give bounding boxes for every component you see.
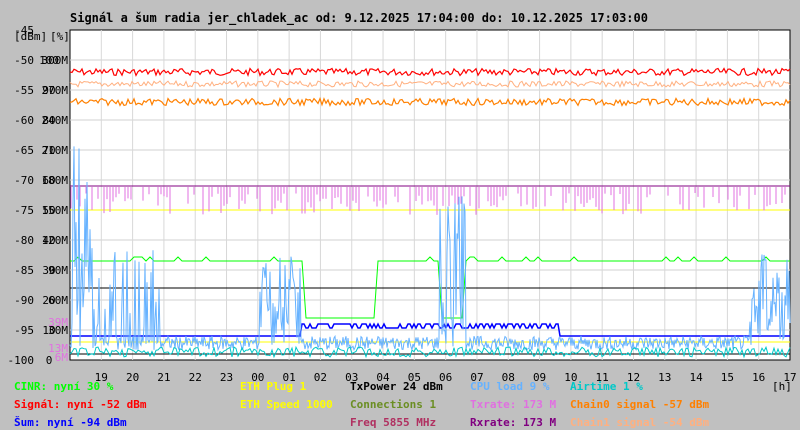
small-rate-label: 39M bbox=[48, 316, 68, 329]
y-tick-pct: 60 bbox=[42, 174, 55, 187]
y-tick-rate: 120M bbox=[42, 234, 69, 247]
y-tick-rate: 270M bbox=[42, 84, 69, 97]
x-tick: 22 bbox=[189, 371, 202, 384]
y-tick-pct: 40 bbox=[42, 234, 55, 247]
legend-entry: CINR: nyní 30 % bbox=[14, 380, 114, 393]
x-tick: 23 bbox=[220, 371, 233, 384]
legend-entry: Chain0 signal -57 dBm bbox=[570, 398, 709, 411]
legend-entry: ETH Plug 1 bbox=[240, 380, 307, 393]
x-tick: 08 bbox=[502, 371, 515, 384]
chain0-signal-line bbox=[69, 96, 791, 107]
y-tick-pct: 70 bbox=[42, 144, 55, 157]
x-axis-unit: [h] bbox=[772, 380, 792, 393]
x-tick: 13 bbox=[658, 371, 671, 384]
x-tick: 14 bbox=[689, 371, 703, 384]
y-tick-dbm: -85 bbox=[14, 264, 34, 277]
x-tick: 15 bbox=[721, 371, 734, 384]
legend-entry: Txrate: 173 M bbox=[470, 398, 556, 411]
y-tick-pct: 80 bbox=[42, 114, 55, 127]
x-tick: 04 bbox=[376, 371, 390, 384]
x-tick: 19 bbox=[95, 371, 108, 384]
legend-entry: Freq 5855 MHz bbox=[350, 416, 436, 429]
y-tick-dbm: -90 bbox=[14, 294, 34, 307]
chain1-signal-line bbox=[69, 79, 791, 89]
x-tick: 06 bbox=[439, 371, 452, 384]
plot-area bbox=[69, 29, 791, 361]
y-tick-rate: 300M bbox=[42, 54, 69, 67]
y-tick-pct: 50 bbox=[42, 204, 55, 217]
airtime-line bbox=[69, 345, 791, 359]
x-tick: 01 bbox=[283, 371, 296, 384]
y-tick-dbm: -95 bbox=[14, 324, 34, 337]
y-tick-pct: 30 bbox=[42, 264, 55, 277]
y-tick-rate: 90M bbox=[48, 264, 68, 277]
x-tick: 21 bbox=[157, 371, 170, 384]
y-axis-header-dbm: [dBm] bbox=[14, 30, 47, 43]
legend-entry: Airtime 1 % bbox=[570, 380, 643, 393]
y-tick-rate: 150M bbox=[42, 204, 69, 217]
legend-entry: Connections 1 bbox=[350, 398, 436, 411]
y-tick-pct: 10 bbox=[42, 324, 55, 337]
y-tick-rate: 60M bbox=[48, 294, 68, 307]
y-tick-pct: 20 bbox=[42, 294, 55, 307]
cinr-line bbox=[70, 256, 790, 319]
small-rate-label: 13M bbox=[48, 342, 68, 355]
legend: CINR: nyní 30 % Signál: nyní -52 dBm Šum: … bbox=[14, 380, 709, 429]
x-tick: 09 bbox=[533, 371, 546, 384]
y-axis-header-pct: [%] bbox=[50, 30, 70, 43]
x-tick: 16 bbox=[752, 371, 765, 384]
small-rate-label: 6M bbox=[55, 351, 69, 364]
y-tick-dbm: -70 bbox=[14, 174, 34, 187]
legend-entry: Signál: nyní -52 dBm bbox=[14, 398, 147, 411]
legend-entry: ETH Speed 1000 bbox=[240, 398, 333, 411]
y-tick-pct: 100 bbox=[39, 54, 59, 67]
y-tick-dbm: -65 bbox=[14, 144, 34, 157]
x-tick: 11 bbox=[596, 371, 609, 384]
y-tick-pct: 0 bbox=[46, 354, 53, 367]
signal-line bbox=[69, 67, 791, 77]
legend-entry: CPU load 9 % bbox=[470, 380, 550, 393]
y-tick-dbm: -50 bbox=[14, 54, 34, 67]
chart-title: Signál a šum radia jer_chladek_ac od: 9.… bbox=[70, 11, 648, 26]
legend-entry: TxPower 24 dBm bbox=[350, 380, 443, 393]
y-tick-rate: 210M bbox=[42, 144, 69, 157]
noise-line bbox=[70, 322, 790, 337]
cpu-load-line bbox=[69, 146, 791, 352]
x-tick: 03 bbox=[345, 371, 358, 384]
x-tick: 00 bbox=[251, 371, 264, 384]
y-tick-rate: 180M bbox=[42, 174, 69, 187]
y-tick-rate: 240M bbox=[42, 114, 69, 127]
x-tick: 12 bbox=[627, 371, 640, 384]
y-tick-dbm: -60 bbox=[14, 114, 34, 127]
y-tick-dbm: -45 bbox=[14, 24, 34, 37]
x-tick: 02 bbox=[314, 371, 327, 384]
legend-entry: Chain1 signal -54 dBm bbox=[570, 416, 709, 429]
y-tick-rate: 30M bbox=[48, 324, 68, 337]
y-tick-dbm: -80 bbox=[14, 234, 34, 247]
x-tick: 05 bbox=[408, 371, 421, 384]
plot-background bbox=[69, 29, 791, 361]
x-tick: 20 bbox=[126, 371, 139, 384]
x-tick: 10 bbox=[564, 371, 577, 384]
x-tick: 07 bbox=[470, 371, 483, 384]
y-tick-dbm: -100 bbox=[8, 354, 35, 367]
y-tick-dbm: -75 bbox=[14, 204, 34, 217]
y-tick-dbm: -55 bbox=[14, 84, 34, 97]
y-tick-pct: 90 bbox=[42, 84, 55, 97]
x-tick: 17 bbox=[783, 371, 796, 384]
legend-entry: Rxrate: 173 M bbox=[470, 416, 556, 429]
legend-entry: Šum: nyní -94 dBm bbox=[14, 416, 127, 429]
